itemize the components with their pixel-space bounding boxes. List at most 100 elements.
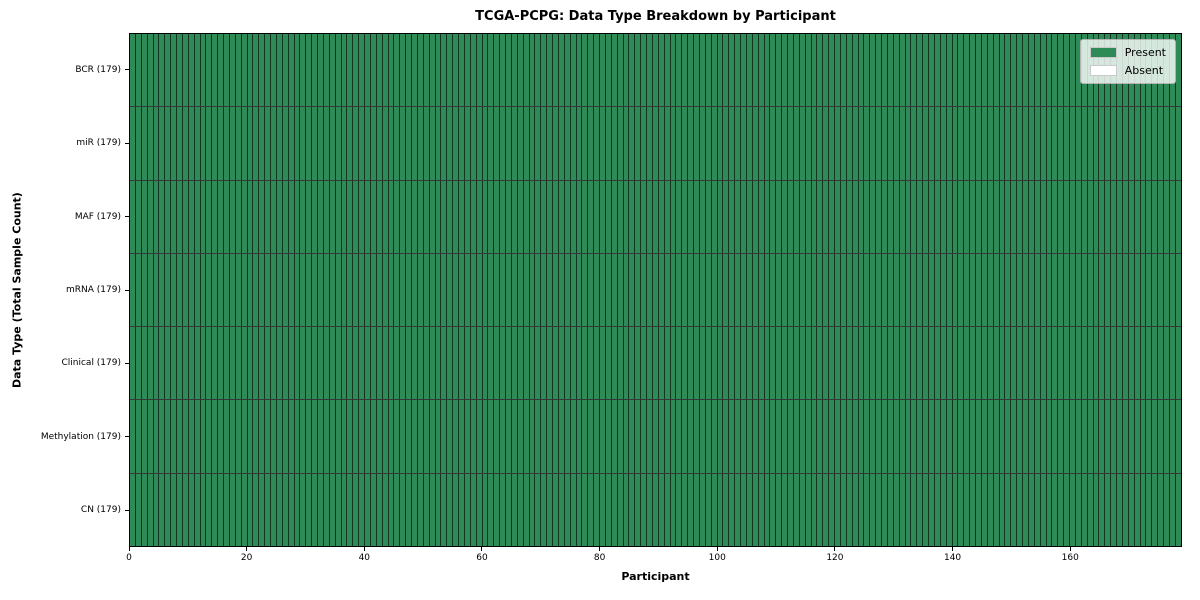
heatmap-cell: [729, 107, 736, 180]
heatmap-cell: [805, 400, 812, 473]
heatmap-cell: [177, 34, 183, 107]
x-tick-label: 100: [708, 553, 726, 563]
heatmap-cell: [306, 327, 313, 400]
heatmap-cell: [259, 34, 266, 107]
heatmap-cell: [141, 327, 148, 400]
heatmap-cell: [799, 327, 806, 400]
heatmap-cell: [1052, 253, 1059, 327]
heatmap-cell: [171, 107, 177, 180]
heatmap-cell: [470, 473, 477, 546]
heatmap-cell: [130, 107, 136, 180]
heatmap-cell: [412, 473, 418, 546]
heatmap-cell: [541, 34, 548, 107]
heatmap-cell: [312, 400, 318, 473]
heatmap-cell: [876, 327, 882, 400]
heatmap-cell: [506, 107, 512, 180]
heatmap-cell: [523, 107, 530, 180]
heatmap-cell: [1146, 327, 1153, 400]
heatmap-cell: [435, 253, 442, 327]
y-tick-label: Methylation (179): [40, 431, 121, 442]
heatmap-cell: [400, 180, 407, 253]
heatmap-cell: [276, 180, 283, 253]
heatmap-cell: [905, 400, 912, 473]
heatmap-cell: [253, 107, 260, 180]
heatmap-cell: [1046, 253, 1053, 327]
heatmap-cell: [711, 400, 718, 473]
heatmap-cell: [782, 400, 788, 473]
heatmap-cell: [905, 253, 912, 327]
heatmap-cell: [758, 180, 765, 253]
heatmap-cell: [1111, 473, 1117, 546]
heatmap-cell: [1122, 107, 1129, 180]
heatmap-cell: [165, 473, 172, 546]
legend-entry-present: Present: [1089, 46, 1166, 59]
heatmap-cell: [517, 180, 524, 253]
heatmap-cell: [1040, 180, 1047, 253]
heatmap-cell: [312, 473, 318, 546]
heatmap-cell: [923, 107, 929, 180]
heatmap-cell: [946, 34, 953, 107]
heatmap-cell: [276, 400, 283, 473]
heatmap-cell: [488, 473, 495, 546]
heatmap-cell: [840, 473, 847, 546]
heatmap-cell: [1169, 180, 1176, 253]
heatmap-cell: [1028, 34, 1035, 107]
heatmap-cell: [335, 473, 342, 546]
heatmap-cell: [1034, 107, 1041, 180]
heatmap-cell: [929, 400, 935, 473]
heatmap-cell: [776, 400, 783, 473]
heatmap-cell: [265, 253, 271, 327]
heatmap-cell: [365, 400, 371, 473]
heatmap-cell: [570, 107, 577, 180]
heatmap-cell: [476, 34, 483, 107]
heatmap-cell: [218, 400, 224, 473]
y-axis-ticks: BCR (179) miR (179) MAF (179) mRNA (179) Cli…: [0, 33, 129, 547]
heatmap-cell: [247, 327, 254, 400]
heatmap-cell: [594, 400, 600, 473]
heatmap-cell: [541, 253, 548, 327]
heatmap-cell: [987, 400, 994, 473]
heatmap-cell: [1169, 400, 1176, 473]
heatmap-cell: [212, 253, 219, 327]
heatmap-cell: [141, 34, 148, 107]
heatmap-cell: [388, 473, 395, 546]
heatmap-cell: [711, 253, 718, 327]
heatmap-cell: [494, 107, 501, 180]
heatmap-cell: [588, 327, 595, 400]
heatmap-cell: [130, 400, 136, 473]
heatmap-cell: [235, 107, 242, 180]
heatmap-cell: [641, 180, 647, 253]
heatmap-cell: [1122, 180, 1129, 253]
heatmap-cell: [981, 34, 988, 107]
heatmap-cell: [658, 180, 665, 253]
heatmap-cell: [699, 253, 706, 327]
legend-label-present: Present: [1124, 46, 1166, 59]
heatmap-cell: [347, 180, 354, 253]
heatmap-cell: [664, 34, 671, 107]
heatmap-cell: [1169, 327, 1176, 400]
heatmap-cell: [623, 473, 630, 546]
heatmap-cell: [629, 473, 636, 546]
heatmap-cell: [529, 253, 536, 327]
heatmap-cell: [1040, 253, 1047, 327]
heatmap-cell: [1081, 400, 1088, 473]
heatmap-cell: [641, 107, 647, 180]
heatmap-cell: [417, 253, 424, 327]
heatmap-cell: [447, 253, 454, 327]
heatmap-cell: [306, 34, 313, 107]
heatmap-cell: [423, 327, 430, 400]
heatmap-cell: [629, 253, 636, 327]
heatmap-cell: [558, 34, 565, 107]
heatmap-cell: [964, 180, 971, 253]
heatmap-cell: [1111, 107, 1117, 180]
heatmap-cell: [629, 400, 636, 473]
heatmap-cell: [752, 327, 759, 400]
heatmap-cell: [934, 253, 941, 327]
heatmap-cell: [1117, 107, 1123, 180]
heatmap-cell: [582, 180, 589, 253]
heatmap-cell: [312, 107, 318, 180]
heatmap-cell: [905, 34, 912, 107]
heatmap-cell: [788, 473, 794, 546]
heatmap-cell: [658, 107, 665, 180]
heatmap-cell: [964, 107, 971, 180]
